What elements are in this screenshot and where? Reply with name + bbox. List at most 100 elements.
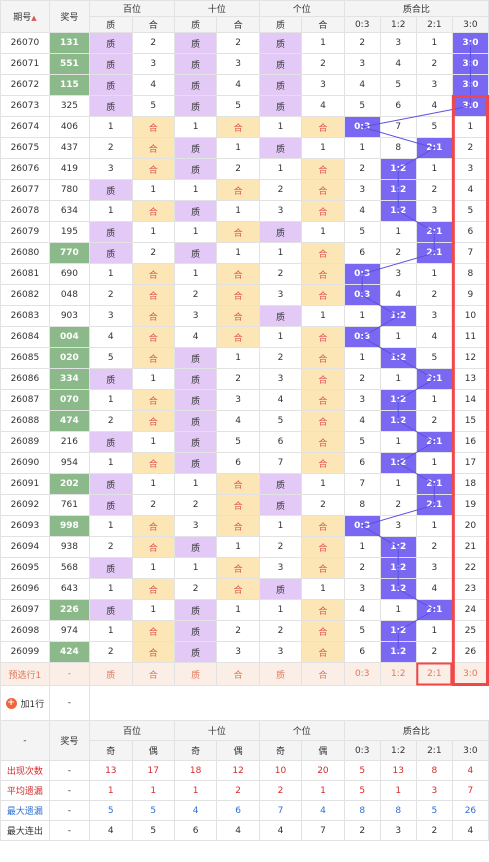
miss-count-cell: 1 <box>131 221 175 243</box>
issue-header[interactable]: 期号▲ <box>0 0 50 33</box>
preselect-cell[interactable]: 合 <box>216 662 260 686</box>
issue-cell[interactable]: 26077 <box>0 179 50 201</box>
issue-cell[interactable]: 26070 <box>0 32 50 54</box>
issue-cell[interactable]: 26082 <box>0 284 50 306</box>
ratio-miss-cell: 3 <box>451 158 489 180</box>
prime-cell: 质 <box>89 53 133 75</box>
issue-cell[interactable]: 26096 <box>0 578 50 600</box>
issue-cell[interactable]: 26093 <box>0 515 50 537</box>
miss-count-cell: 2 <box>131 242 175 264</box>
stats-value: 2 <box>216 780 260 801</box>
ratio-col-0-3: 0:3 <box>343 16 381 33</box>
stats-value: 4 <box>301 800 345 821</box>
prime-cell: 质 <box>173 368 218 390</box>
composite-cell: 合 <box>131 578 175 600</box>
ratio-miss-cell: 5 <box>415 347 453 369</box>
issue-cell[interactable]: 26086 <box>0 368 50 390</box>
ratio-hit-cell: 2:1 <box>415 599 453 621</box>
preselect-cell[interactable]: 质 <box>89 662 133 686</box>
miss-count-cell: 1 <box>173 116 218 138</box>
ratio-miss-cell: 3 <box>379 32 417 54</box>
miss-count-cell: 3 <box>173 305 218 327</box>
composite-cell: 合 <box>301 368 345 390</box>
issue-cell[interactable]: 26097 <box>0 599 50 621</box>
ratio-miss-cell: 19 <box>451 494 489 516</box>
issue-cell[interactable]: 26076 <box>0 158 50 180</box>
stats-value: 18 <box>173 760 218 781</box>
ratio-miss-cell: 2 <box>451 137 489 159</box>
issue-cell[interactable]: 26083 <box>0 305 50 327</box>
issue-cell[interactable]: 26088 <box>0 410 50 432</box>
stats-value: 13 <box>379 760 417 781</box>
ratio-miss-cell: 1 <box>379 221 417 243</box>
preselect-cell[interactable]: 0:3 <box>343 662 381 686</box>
preselect-cell[interactable]: 1:2 <box>379 662 417 686</box>
composite-cell: 合 <box>216 221 260 243</box>
stats-value: 1 <box>379 780 417 801</box>
miss-count-cell: 1 <box>173 263 218 285</box>
issue-cell[interactable]: 26094 <box>0 536 50 558</box>
preselect-cell[interactable]: 合 <box>301 662 345 686</box>
issue-cell[interactable]: 26080 <box>0 242 50 264</box>
stats-num: - <box>48 780 91 801</box>
issue-cell[interactable]: 26098 <box>0 620 50 642</box>
prime-cell: 质 <box>89 242 133 264</box>
issue-cell[interactable]: 26091 <box>0 473 50 495</box>
prize-number-cell: 226 <box>48 599 91 621</box>
prime-cell: 质 <box>89 368 133 390</box>
issue-cell[interactable]: 26081 <box>0 263 50 285</box>
preselect-cell[interactable]: 2:1 <box>415 662 453 686</box>
ratio-miss-cell: 7 <box>451 242 489 264</box>
issue-cell[interactable]: 26071 <box>0 53 50 75</box>
issue-cell[interactable]: 26073 <box>0 95 50 117</box>
stats-row: 平均遗漏 -1 1 1 2 2 1 5 1 3 7 <box>0 780 489 801</box>
ratio-miss-cell: 1 <box>343 305 381 327</box>
issue-cell[interactable]: 26087 <box>0 389 50 411</box>
issue-cell[interactable]: 26079 <box>0 221 50 243</box>
ratio-miss-cell: 17 <box>451 452 489 474</box>
issue-cell[interactable]: 26092 <box>0 494 50 516</box>
stats-value: 13 <box>89 760 133 781</box>
ratio-miss-cell: 4 <box>415 95 453 117</box>
ratio-miss-cell: 5 <box>343 221 381 243</box>
issue-cell[interactable]: 26084 <box>0 326 50 348</box>
prime-cell: 质 <box>258 578 303 600</box>
stats-prize-header: 奖号 <box>48 720 91 761</box>
composite-subheader: 合 <box>301 16 345 33</box>
preselect-cell[interactable]: 3:0 <box>451 662 489 686</box>
stats-value: 4 <box>89 820 133 841</box>
issue-cell[interactable]: 26072 <box>0 74 50 96</box>
ratio-miss-cell: 3 <box>415 305 453 327</box>
issue-cell[interactable]: 26099 <box>0 641 50 663</box>
prime-cell: 质 <box>173 200 218 222</box>
ratio-miss-cell: 5 <box>415 116 453 138</box>
miss-count-cell: 2 <box>258 620 303 642</box>
stats-ratio-col: 2:1 <box>415 740 453 761</box>
preselect-cell[interactable]: 质 <box>258 662 303 686</box>
preselect-cell[interactable]: 合 <box>131 662 175 686</box>
issue-cell[interactable]: 26095 <box>0 557 50 579</box>
preselect-label[interactable]: 预选行1 <box>0 662 50 686</box>
issue-cell[interactable]: 26089 <box>0 431 50 453</box>
issue-cell[interactable]: 26078 <box>0 200 50 222</box>
prize-number-cell: 938 <box>48 536 91 558</box>
composite-cell: 合 <box>301 242 345 264</box>
stats-value: 2 <box>415 820 453 841</box>
table-row: 26073 325 质 5 质 5 质 4 5 6 4 3:0 <box>0 95 489 117</box>
preselect-cell[interactable]: 质 <box>173 662 218 686</box>
stats-value: 12 <box>216 760 260 781</box>
prime-cell: 质 <box>89 179 133 201</box>
ratio-miss-cell: 3 <box>343 179 381 201</box>
add-row-button[interactable]: + 加1行 <box>0 685 50 721</box>
miss-count-cell: 1 <box>131 557 175 579</box>
issue-cell[interactable]: 26075 <box>0 137 50 159</box>
issue-cell[interactable]: 26090 <box>0 452 50 474</box>
miss-count-cell: 2 <box>301 494 345 516</box>
issue-cell[interactable]: 26085 <box>0 347 50 369</box>
sort-icon[interactable]: ▲ <box>31 14 37 22</box>
composite-cell: 合 <box>131 200 175 222</box>
stats-label: 最大连出 <box>0 820 50 841</box>
stats-value: 4 <box>216 820 260 841</box>
issue-cell[interactable]: 26074 <box>0 116 50 138</box>
composite-cell: 合 <box>216 305 260 327</box>
